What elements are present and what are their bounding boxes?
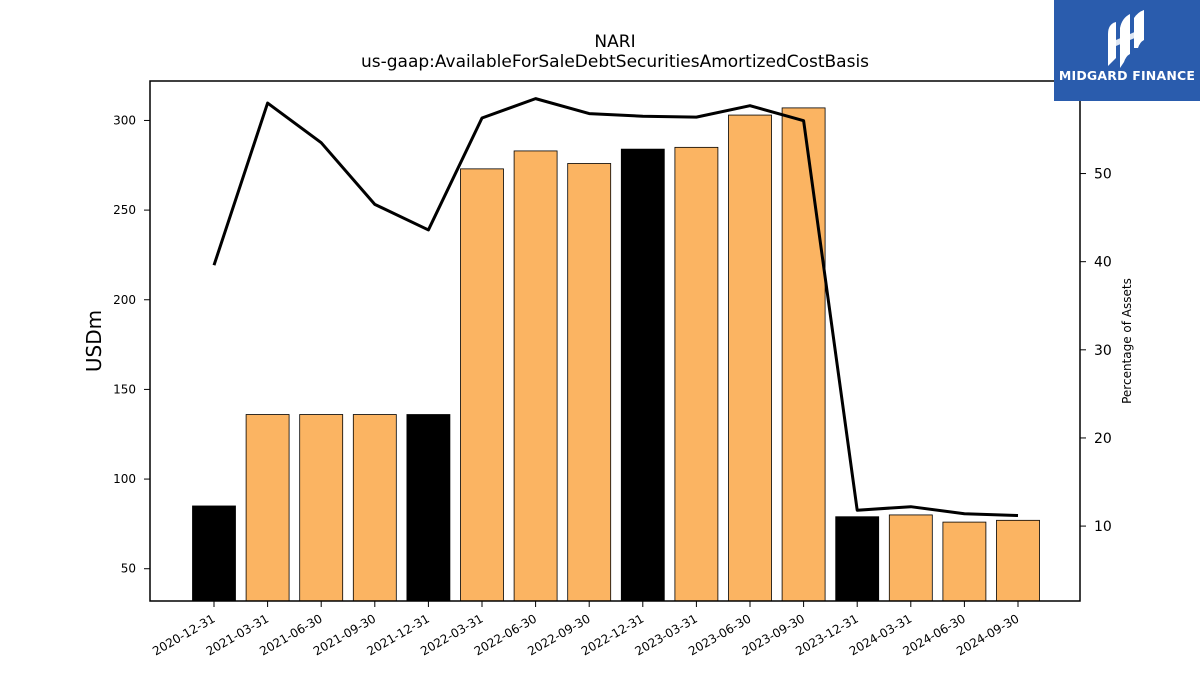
bar xyxy=(299,414,344,602)
y2-tick-label: 20 xyxy=(1094,431,1112,447)
chart-subtitle: us-gaap:AvailableForSaleDebtSecuritiesAm… xyxy=(360,52,870,72)
y-tick-label: 150 xyxy=(113,382,136,396)
y-tick-label: 300 xyxy=(113,113,136,127)
left-axis-ticks: 50 100 150 200 250 300 xyxy=(113,113,150,576)
bar xyxy=(406,414,451,602)
y2-tick-label: 30 xyxy=(1094,343,1112,359)
bar xyxy=(567,163,612,602)
brand-logo: MIDGARD FINANCE xyxy=(1054,0,1200,101)
y2-tick-label: 50 xyxy=(1094,167,1112,183)
bar xyxy=(192,505,236,602)
y-tick-label: 50 xyxy=(121,562,136,576)
y-tick-label: 200 xyxy=(113,293,136,307)
y-tick-label: 100 xyxy=(113,472,136,486)
percentage-line xyxy=(212,97,1019,518)
bar xyxy=(781,107,826,602)
bar xyxy=(888,514,933,602)
plot-frame xyxy=(149,80,1081,602)
y-tick-label: 250 xyxy=(113,203,136,217)
bar xyxy=(835,516,880,602)
y2-axis-label: Percentage of Assets xyxy=(1120,278,1134,404)
chart-title: NARI xyxy=(594,32,636,52)
brand-logo-icon xyxy=(1108,10,1144,68)
line-layer xyxy=(212,97,1019,518)
right-axis-ticks: 10 20 30 40 50 xyxy=(1080,167,1112,535)
bar xyxy=(728,114,772,602)
y-axis-label: USDm xyxy=(82,310,106,372)
bar xyxy=(352,414,397,602)
bar xyxy=(460,168,504,602)
y2-tick-label: 10 xyxy=(1094,519,1112,535)
bar-group xyxy=(192,107,1040,602)
x-axis-ticks: 2020-12-312021-03-312021-06-302021-09-30… xyxy=(150,601,1022,658)
bar xyxy=(942,521,987,602)
brand-logo-text: MIDGARD FINANCE xyxy=(1058,68,1196,83)
y2-tick-label: 40 xyxy=(1094,255,1112,271)
bar xyxy=(620,148,665,602)
bar xyxy=(996,519,1040,602)
bar xyxy=(513,150,558,602)
bar xyxy=(674,146,719,602)
bar xyxy=(245,414,290,602)
